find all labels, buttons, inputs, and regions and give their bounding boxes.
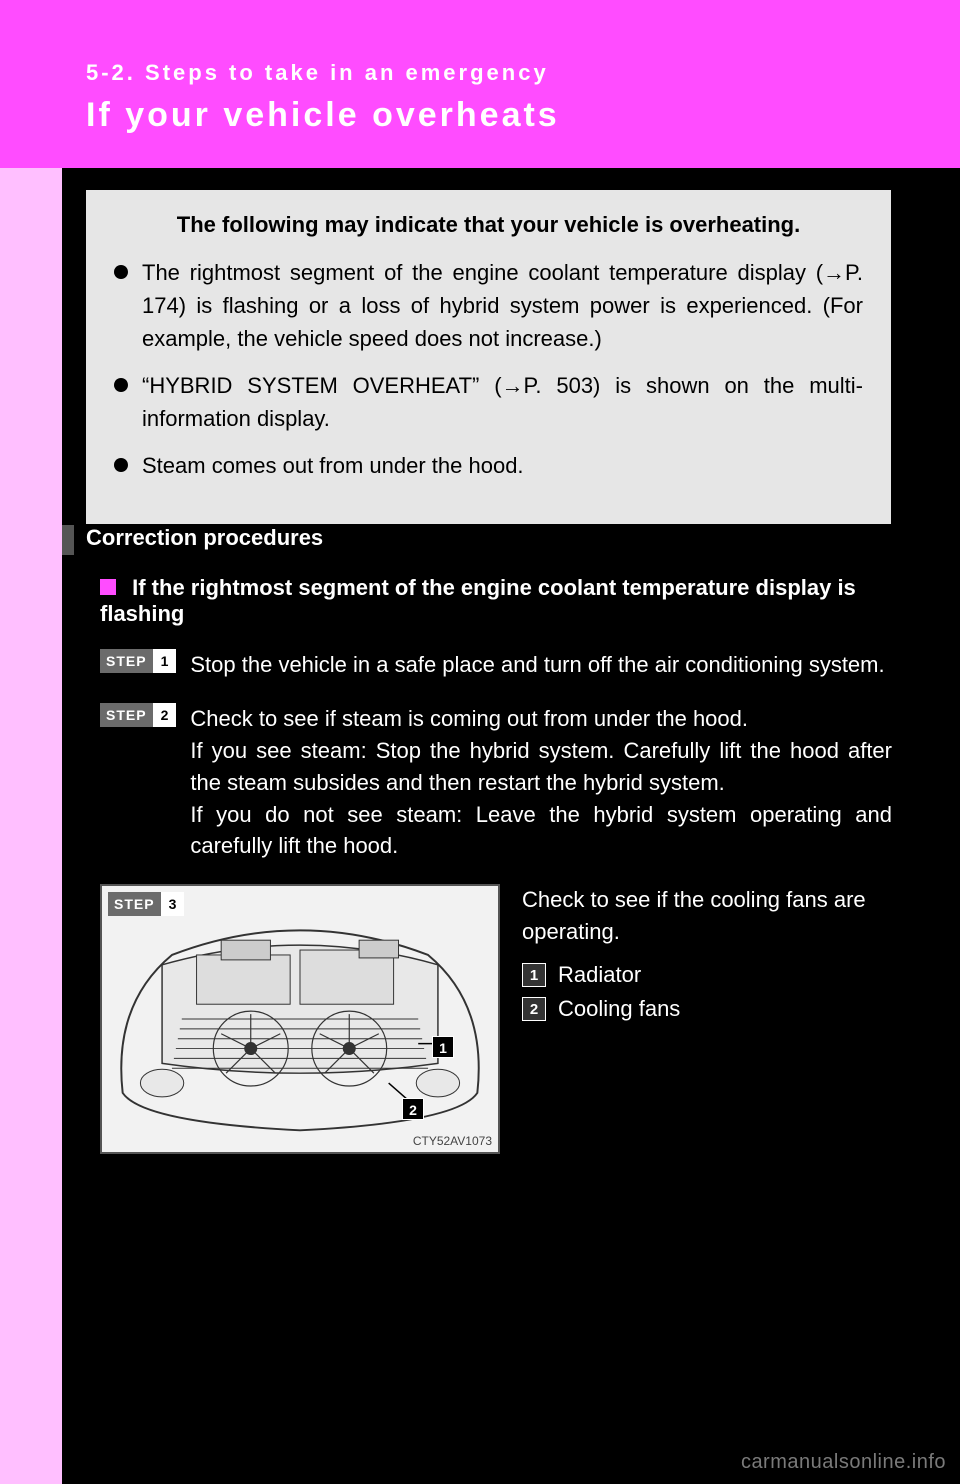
step-badge-label: STEP — [108, 892, 161, 916]
step-badge: STEP 1 — [100, 649, 176, 673]
sub-heading: If the rightmost segment of the engine c… — [100, 575, 892, 627]
step-badge: STEP 3 — [108, 892, 184, 916]
step-badge-label: STEP — [100, 703, 153, 727]
step-row: STEP 1 Stop the vehicle in a safe place … — [100, 649, 892, 681]
sub-heading-text: If the rightmost segment of the engine c… — [100, 575, 856, 626]
callout-list: The rightmost segment of the engine cool… — [114, 256, 863, 482]
step-badge: STEP 2 — [100, 703, 176, 727]
callout-lead: The following may indicate that your veh… — [114, 212, 863, 238]
step-badge-number: 1 — [153, 649, 177, 673]
section-title: If your vehicle overheats — [86, 96, 560, 135]
figure-callout-number: 1 — [432, 1036, 454, 1058]
body-area: Correction procedures If the rightmost s… — [62, 525, 892, 1154]
callout-item: Steam comes out from under the hood. — [114, 449, 863, 482]
engine-bay-figure: STEP 3 — [100, 884, 500, 1154]
engine-diagram-svg — [102, 886, 498, 1152]
callout-item: The rightmost segment of the engine cool… — [114, 256, 863, 355]
step-badge-number: 2 — [153, 703, 177, 727]
section-label: 5-2. Steps to take in an emergency — [86, 60, 549, 86]
legend-number-icon: 1 — [522, 963, 546, 987]
legend-row: 1 Radiator — [522, 962, 892, 988]
step-text: Stop the vehicle in a safe place and tur… — [190, 649, 892, 681]
step-row: STEP 2 Check to see if steam is coming o… — [100, 703, 892, 862]
figure-step-text: Check to see if the cooling fans are ope… — [522, 884, 892, 948]
step-badge-number: 3 — [161, 892, 185, 916]
figure-block: STEP 3 — [100, 884, 892, 1154]
procedures-heading: Correction procedures — [86, 525, 892, 551]
legend-label: Radiator — [558, 962, 641, 988]
figure-code: CTY52AV1073 — [413, 1134, 492, 1148]
legend-label: Cooling fans — [558, 996, 680, 1022]
left-margin-stripe — [0, 0, 62, 1484]
side-tick-icon — [62, 525, 74, 555]
watermark-text: carmanualsonline.info — [741, 1451, 946, 1474]
step-text: Check to see if steam is coming out from… — [190, 703, 892, 862]
figure-right-text: Check to see if the cooling fans are ope… — [522, 884, 892, 1030]
overheat-indicators-box: The following may indicate that your veh… — [86, 190, 891, 524]
page-root: 5-2. Steps to take in an emergency If yo… — [0, 0, 960, 1484]
step-badge-label: STEP — [100, 649, 153, 673]
legend-row: 2 Cooling fans — [522, 996, 892, 1022]
square-bullet-icon — [100, 579, 116, 595]
figure-callout-number: 2 — [402, 1098, 424, 1120]
callout-item: “HYBRID SYSTEM OVERHEAT” (→P. 503) is sh… — [114, 369, 863, 435]
header-band: 5-2. Steps to take in an emergency If yo… — [0, 0, 960, 168]
legend-number-icon: 2 — [522, 997, 546, 1021]
